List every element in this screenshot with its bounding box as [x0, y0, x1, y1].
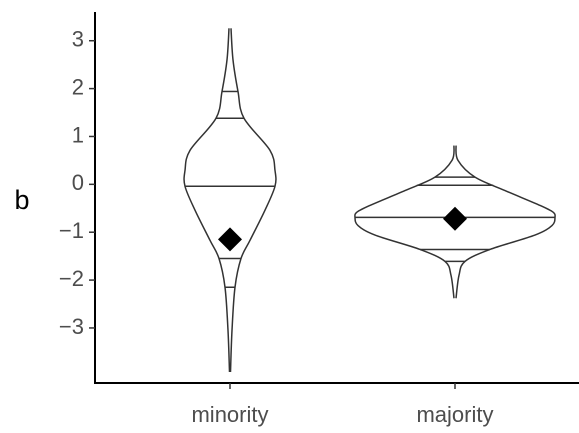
y-tick-label: 3 [72, 27, 84, 52]
violin-outline [183, 28, 231, 373]
violin-outline [354, 145, 455, 299]
y-tick-label: −1 [59, 218, 84, 243]
mean-marker [443, 206, 467, 231]
mean-marker [218, 227, 242, 252]
y-tick-label: 1 [72, 122, 84, 147]
violin-outline [229, 28, 277, 373]
y-axis-label: b [14, 185, 29, 215]
violin-outline [455, 145, 556, 299]
y-tick-label: −3 [59, 314, 84, 339]
y-tick-label: 2 [72, 74, 84, 99]
y-tick-label: 0 [72, 170, 84, 195]
x-tick-label: majority [416, 402, 493, 427]
y-tick-label: −2 [59, 266, 84, 291]
x-tick-label: minority [191, 402, 268, 427]
